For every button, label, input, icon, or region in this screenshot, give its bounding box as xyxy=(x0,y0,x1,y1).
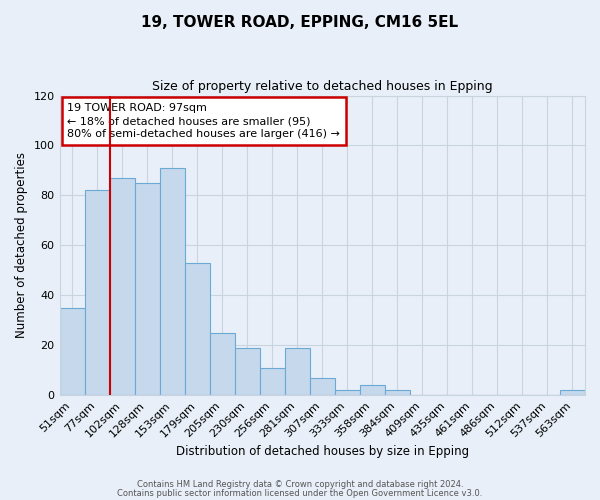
Bar xyxy=(260,368,285,395)
Bar xyxy=(285,348,310,395)
Y-axis label: Number of detached properties: Number of detached properties xyxy=(15,152,28,338)
Bar xyxy=(110,178,134,395)
Text: 19, TOWER ROAD, EPPING, CM16 5EL: 19, TOWER ROAD, EPPING, CM16 5EL xyxy=(142,15,458,30)
Bar xyxy=(85,190,110,395)
Bar xyxy=(360,385,385,395)
Bar xyxy=(160,168,185,395)
Bar xyxy=(185,263,209,395)
Bar xyxy=(209,333,235,395)
Text: Contains public sector information licensed under the Open Government Licence v3: Contains public sector information licen… xyxy=(118,490,482,498)
Bar xyxy=(59,308,85,395)
Text: 19 TOWER ROAD: 97sqm
← 18% of detached houses are smaller (95)
80% of semi-detac: 19 TOWER ROAD: 97sqm ← 18% of detached h… xyxy=(67,103,340,140)
Bar xyxy=(134,183,160,395)
Title: Size of property relative to detached houses in Epping: Size of property relative to detached ho… xyxy=(152,80,493,93)
X-axis label: Distribution of detached houses by size in Epping: Distribution of detached houses by size … xyxy=(176,444,469,458)
Bar xyxy=(335,390,360,395)
Bar xyxy=(235,348,260,395)
Bar xyxy=(385,390,410,395)
Bar xyxy=(310,378,335,395)
Bar xyxy=(560,390,585,395)
Text: Contains HM Land Registry data © Crown copyright and database right 2024.: Contains HM Land Registry data © Crown c… xyxy=(137,480,463,489)
